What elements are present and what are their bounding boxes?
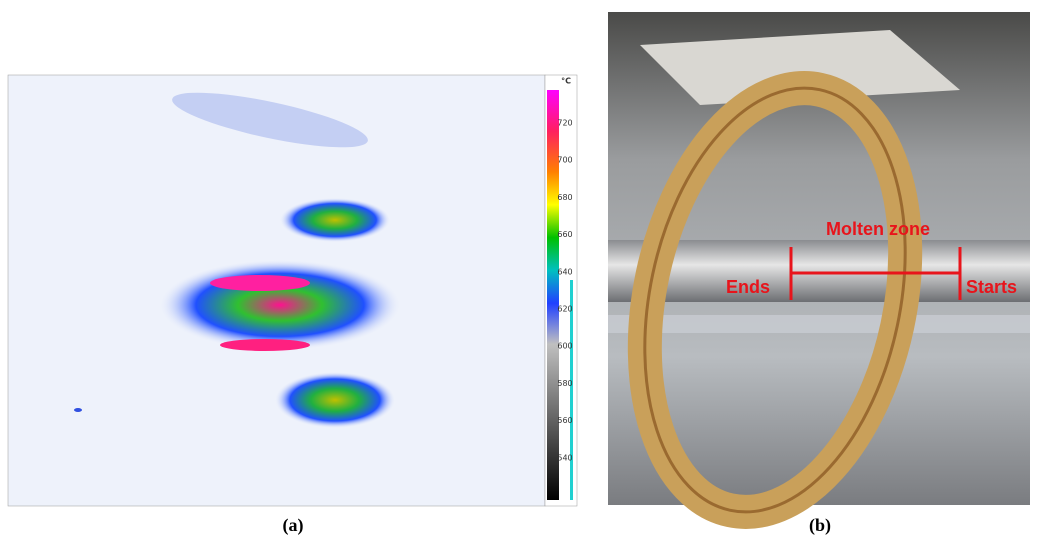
caption: (a) [283,515,304,536]
colorbar-tick-label: 540 [557,453,572,462]
colorbar-unit: °C [561,77,571,86]
annotation: Molten zone [826,219,930,239]
annotation: Starts [966,277,1017,297]
thermal-image: °C 720 700 680 660 640 620 600 580 560 540 [7,74,578,507]
colorbar-tick-label: 720 [557,119,572,128]
colorbar-tick-label: 560 [557,416,572,425]
photo: Molten zone Ends Starts [608,12,1030,529]
colorbar-tick-label: 640 [557,267,572,276]
colorbar-tick-label: 700 [557,156,572,165]
colorbar-tick-label: 680 [557,193,572,202]
caption: (b) [809,515,831,536]
colorbar-ticks: 720 700 680 660 640 620 600 580 560 540 [557,119,572,463]
colorbar-tick-label: 600 [557,342,572,351]
colorbar-tick-label: 620 [557,305,572,314]
colorbar-tick-label: 660 [557,230,572,239]
colorbar-tick-label: 580 [557,379,572,388]
annotation: Ends [726,277,770,297]
